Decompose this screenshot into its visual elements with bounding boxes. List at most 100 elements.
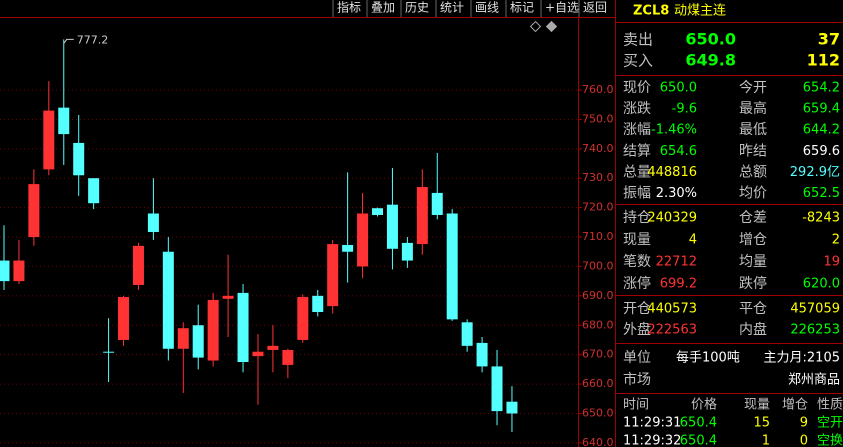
candle-body: [103, 351, 115, 353]
trade-cell: 空开: [817, 416, 843, 431]
field-label: 持仓: [623, 210, 651, 226]
y-tick-label: 710.0: [582, 230, 614, 243]
field-label: 平仓: [739, 301, 767, 317]
symbol-code: ZCL8: [633, 4, 669, 19]
trade-cell: 0: [800, 434, 808, 447]
y-tick-label: 740.0: [582, 142, 614, 155]
field-label: 开仓: [623, 301, 651, 317]
book-label: 买入: [623, 52, 653, 70]
trade-header: 价格: [691, 397, 717, 413]
candle-body: [58, 107, 70, 135]
candle-body: [461, 322, 473, 346]
y-tick-label: 680.0: [582, 318, 614, 331]
trade-header: 增仓: [782, 398, 808, 413]
info-value: 主力月:2105: [764, 351, 840, 366]
info-value: 郑州商品: [788, 373, 840, 388]
y-tick-label: 750.0: [582, 112, 614, 125]
trade-cell: 11:29:31: [623, 416, 681, 431]
field-value: 2: [832, 233, 840, 248]
panel-lines: [616, 22, 843, 394]
field-label: 笔数: [623, 254, 651, 270]
field-label: 昨结: [739, 143, 767, 159]
icon-diamond[interactable]: [529, 20, 542, 33]
candle-body: [491, 366, 503, 412]
toolbar-button[interactable]: 统计: [440, 1, 464, 15]
book-volume: 37: [818, 30, 840, 49]
candle-body: [372, 208, 383, 215]
field-value: -1.46%: [651, 123, 697, 138]
y-tick-label: 730.0: [582, 171, 614, 184]
candle-body: [297, 297, 309, 340]
book-price: 649.8: [685, 51, 736, 70]
candle-body: [177, 328, 189, 349]
field-label: 现量: [623, 232, 651, 248]
field-label: 增仓: [739, 232, 767, 248]
candle-body: [28, 184, 40, 238]
field-label: 振幅: [623, 186, 651, 202]
field-label: 涨停: [623, 275, 651, 292]
toolbar-button[interactable]: 叠加: [371, 1, 395, 15]
info-label: 单位: [623, 350, 651, 366]
field-value: 292.9亿: [790, 165, 840, 180]
field-value: 644.2: [803, 123, 840, 138]
candle-body: [282, 349, 294, 365]
y-tick-label: 660.0: [582, 377, 614, 390]
toolbar-button[interactable]: 指标: [337, 0, 361, 15]
field-label: 总额: [739, 164, 767, 180]
trade-cell: 650.4: [680, 434, 717, 447]
field-value: 240329: [647, 211, 697, 226]
toolbar-button[interactable]: 历史: [405, 1, 429, 15]
field-value: 659.4: [803, 102, 840, 117]
field-value: 22712: [656, 255, 697, 270]
y-tick-label: 670.0: [582, 348, 614, 361]
toolbar-button[interactable]: +自选: [545, 1, 579, 15]
field-value: 699.2: [660, 277, 697, 292]
candle-body: [147, 213, 159, 233]
y-tick-label: 640.0: [582, 436, 614, 447]
field-label: 内盘: [739, 321, 767, 338]
field-value: 19: [823, 255, 840, 270]
field-label: 涨幅: [623, 122, 651, 138]
field-value: 654.2: [803, 81, 840, 96]
candle-body: [357, 213, 369, 267]
candle-body: [386, 204, 398, 249]
trade-cell: 1: [762, 434, 770, 447]
field-value: 448816: [647, 165, 697, 180]
book-label: 卖出: [623, 31, 653, 49]
candle-body: [506, 401, 518, 414]
field-label: 现价: [623, 80, 651, 96]
trade-header: 性质: [817, 398, 843, 413]
info-label: 市场: [623, 371, 651, 388]
toolbar-button[interactable]: 返回: [583, 1, 607, 15]
field-value: 222563: [647, 323, 697, 338]
book-volume: 112: [807, 51, 840, 70]
trade-header: 时间: [623, 398, 649, 413]
icon-diamond-filled[interactable]: [545, 20, 558, 33]
candle-body: [401, 242, 413, 261]
toolbar-button[interactable]: 标记: [510, 1, 534, 15]
candle-body: [132, 245, 144, 285]
candle-body: [327, 244, 339, 307]
field-label: 今开: [739, 80, 767, 96]
trade-cell: 650.4: [680, 416, 717, 431]
trade-cell: 9: [800, 416, 808, 431]
trade-cell: 空换: [817, 434, 843, 447]
max-annotation: 777.2: [77, 33, 109, 46]
toolbar-button[interactable]: 画线: [475, 1, 499, 15]
annotation-pointer: [63, 38, 74, 44]
candle-body: [312, 295, 324, 313]
candle-body: [118, 297, 130, 340]
candle-body: [13, 260, 25, 282]
field-value: 4: [689, 233, 697, 248]
candle-body: [267, 345, 279, 350]
candle-body: [431, 192, 443, 215]
trade-cell: 15: [753, 416, 770, 431]
trade-cell: 11:29:32: [623, 434, 681, 447]
field-label: 总量: [623, 164, 651, 180]
field-value: 654.6: [660, 144, 697, 159]
field-label: 最低: [739, 122, 767, 138]
candle-body: [446, 213, 458, 320]
trade-header: 现量: [744, 398, 770, 413]
field-label: 结算: [623, 143, 651, 159]
